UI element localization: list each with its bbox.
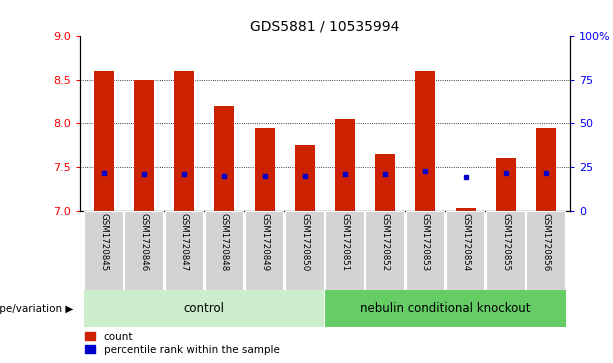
Bar [124, 211, 163, 290]
Bar [326, 211, 364, 290]
Bar [375, 154, 395, 211]
Bar [406, 211, 444, 290]
Bar [84, 290, 324, 327]
Text: GSM1720845: GSM1720845 [99, 213, 109, 271]
Bar [536, 128, 556, 211]
Bar [254, 128, 275, 211]
Bar [205, 211, 243, 290]
Bar [496, 158, 516, 211]
Text: GSM1720849: GSM1720849 [260, 213, 269, 271]
Text: GSM1720854: GSM1720854 [461, 213, 470, 271]
Text: GSM1720853: GSM1720853 [421, 213, 430, 271]
Bar [134, 80, 154, 211]
Bar [416, 71, 435, 211]
Text: GSM1720847: GSM1720847 [180, 213, 189, 271]
Bar [84, 211, 123, 290]
Bar [326, 290, 566, 327]
Bar [174, 71, 194, 211]
Bar [486, 211, 525, 290]
Bar [245, 211, 283, 290]
Legend: count, percentile rank within the sample: count, percentile rank within the sample [85, 332, 280, 355]
Bar [94, 71, 114, 211]
Bar [215, 106, 234, 211]
Text: GSM1720848: GSM1720848 [220, 213, 229, 271]
Text: GSM1720850: GSM1720850 [300, 213, 310, 271]
Bar [527, 211, 565, 290]
Text: GSM1720852: GSM1720852 [381, 213, 390, 271]
Text: genotype/variation ▶: genotype/variation ▶ [0, 303, 74, 314]
Bar [335, 119, 355, 211]
Bar [164, 211, 203, 290]
Title: GDS5881 / 10535994: GDS5881 / 10535994 [250, 20, 400, 34]
Text: GSM1720855: GSM1720855 [501, 213, 510, 271]
Bar [285, 211, 324, 290]
Bar [446, 211, 484, 290]
Text: GSM1720856: GSM1720856 [541, 213, 550, 271]
Text: GSM1720851: GSM1720851 [340, 213, 349, 271]
Text: GSM1720846: GSM1720846 [140, 213, 148, 271]
Text: nebulin conditional knockout: nebulin conditional knockout [360, 302, 531, 315]
Bar [365, 211, 404, 290]
Bar [295, 145, 315, 211]
Text: control: control [184, 302, 225, 315]
Bar [455, 208, 476, 211]
